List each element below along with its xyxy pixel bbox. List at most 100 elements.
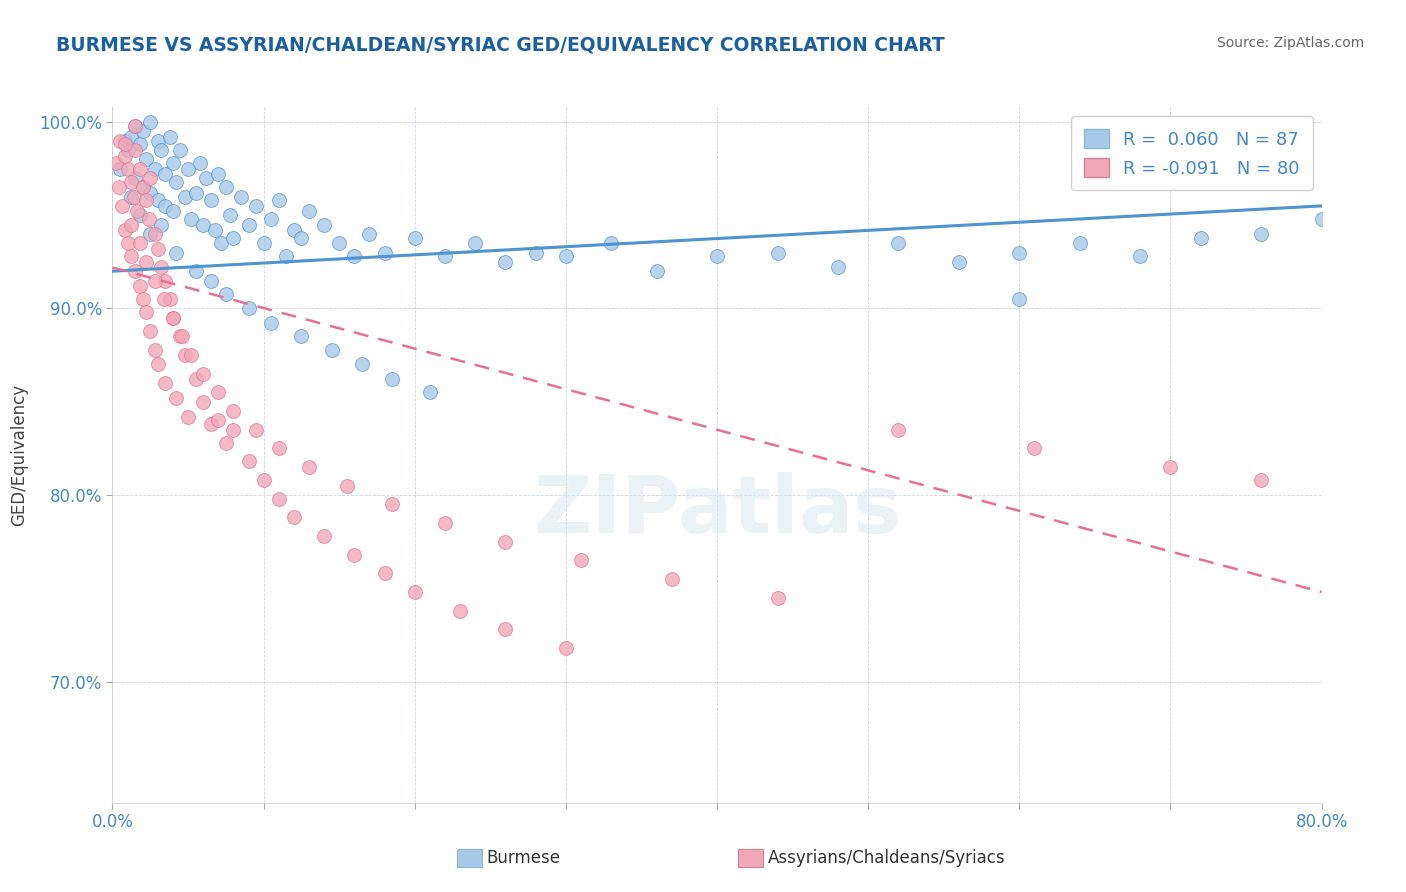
Point (135, 255, 157, 269)
Point (170, 329, 193, 343)
Point (245, 423, 267, 437)
Point (209, 236, 232, 251)
Point (114, 223, 136, 237)
Point (887, 236, 910, 251)
Point (343, 249, 366, 263)
Point (215, 435, 238, 450)
Point (128, 161, 150, 176)
Point (120, 129, 142, 144)
Point (162, 310, 184, 325)
Point (139, 115, 162, 129)
Point (155, 199, 177, 213)
Point (114, 134, 136, 148)
Point (374, 245, 396, 260)
Point (404, 230, 426, 244)
Point (374, 566, 396, 581)
Point (135, 305, 157, 319)
Point (143, 273, 166, 287)
Point (165, 245, 187, 260)
Legend: R =  0.060   N = 87, R = -0.091   N = 80: R = 0.060 N = 87, R = -0.091 N = 80 (1071, 116, 1313, 190)
Point (124, 264, 146, 278)
Point (419, 385, 441, 400)
Point (132, 292, 155, 306)
Point (207, 167, 229, 181)
Point (1250, 473, 1272, 487)
Point (191, 367, 214, 381)
Point (146, 134, 169, 148)
Point (569, 553, 592, 567)
Point (125, 204, 148, 219)
Point (159, 129, 181, 144)
Point (139, 170, 162, 185)
Point (188, 156, 211, 170)
Point (267, 491, 290, 506)
Point (169, 329, 191, 343)
Point (350, 358, 373, 372)
Point (124, 170, 146, 185)
Point (139, 227, 162, 241)
Point (298, 460, 321, 475)
Point (207, 413, 229, 427)
Point (169, 143, 191, 157)
Point (135, 153, 157, 167)
Point (120, 189, 142, 203)
Point (128, 137, 150, 152)
Point (645, 264, 668, 278)
Point (153, 292, 176, 306)
Point (314, 529, 336, 543)
Point (267, 194, 290, 208)
Point (948, 255, 970, 269)
Point (359, 227, 381, 241)
Point (706, 249, 728, 263)
Point (222, 230, 245, 244)
Point (117, 161, 139, 176)
Point (290, 329, 312, 343)
Point (495, 623, 517, 637)
Point (238, 454, 260, 468)
Point (135, 194, 157, 208)
Point (238, 301, 260, 316)
Point (1069, 236, 1091, 251)
Point (124, 119, 146, 133)
Point (128, 208, 150, 222)
Point (174, 189, 197, 203)
Point (253, 236, 276, 251)
Point (1159, 460, 1181, 475)
Point (314, 218, 336, 232)
Point (184, 372, 207, 386)
Point (184, 264, 207, 278)
Point (124, 119, 146, 133)
Point (554, 640, 576, 655)
Point (120, 249, 142, 263)
Point (149, 260, 172, 275)
Point (524, 245, 547, 260)
Point (191, 394, 214, 409)
Point (245, 199, 267, 213)
Point (260, 317, 283, 331)
Point (180, 348, 202, 362)
Point (336, 479, 359, 493)
Point (195, 170, 218, 185)
Point (464, 236, 486, 251)
Point (827, 260, 849, 275)
Point (143, 161, 166, 176)
Point (139, 324, 162, 338)
Point (117, 143, 139, 157)
Point (177, 409, 200, 424)
Point (149, 218, 172, 232)
Point (114, 137, 136, 152)
Point (887, 423, 910, 437)
Point (159, 292, 181, 306)
Point (449, 604, 471, 618)
Point (104, 156, 127, 170)
Point (276, 249, 298, 263)
Point (433, 516, 456, 530)
Point (200, 273, 222, 287)
Point (108, 161, 131, 176)
Point (132, 180, 155, 194)
Point (222, 423, 245, 437)
Point (238, 218, 260, 232)
Point (298, 204, 321, 219)
Point (155, 167, 177, 181)
Point (162, 156, 184, 170)
